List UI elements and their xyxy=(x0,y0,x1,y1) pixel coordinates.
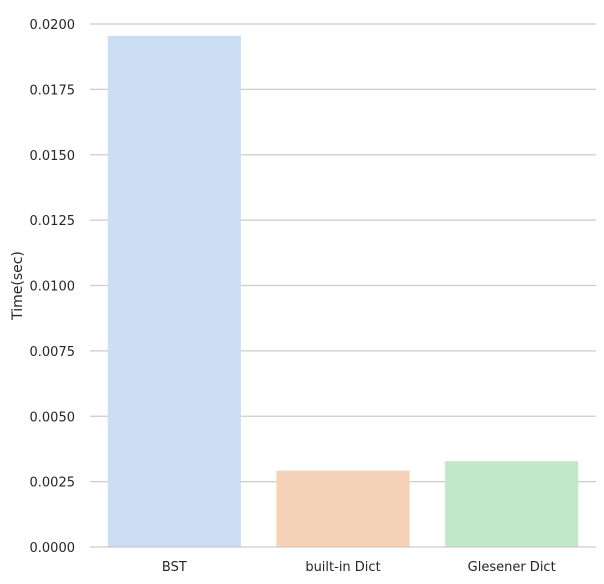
bar-bst xyxy=(107,35,241,548)
y-axis-title: Time(sec) xyxy=(10,251,26,321)
bar-built-in-dict xyxy=(276,470,410,547)
y-tick-labels: 0.0000 0.0025 0.0050 0.0075 0.0100 0.0125 0.01… xyxy=(30,18,76,556)
y-tick-label: 0.0075 xyxy=(30,345,76,360)
y-tick-label: 0.0100 xyxy=(30,280,76,295)
x-tick-label: BST xyxy=(162,560,187,575)
y-tick-label: 0.0025 xyxy=(30,476,76,491)
bar-glesener-dict xyxy=(445,461,579,547)
y-tick-label: 0.0200 xyxy=(30,18,76,33)
y-tick-label: 0.0050 xyxy=(30,410,76,425)
y-tick-label: 0.0125 xyxy=(30,214,76,229)
x-tick-labels: BST built-in Dict Glesener Dict xyxy=(162,560,556,575)
x-tick-label: Glesener Dict xyxy=(468,560,556,575)
x-tick-label: built-in Dict xyxy=(305,560,380,575)
y-tick-label: 0.0000 xyxy=(30,541,76,556)
bars xyxy=(107,35,579,548)
y-tick-label: 0.0150 xyxy=(30,149,76,164)
y-tick-label: 0.0175 xyxy=(30,83,76,98)
